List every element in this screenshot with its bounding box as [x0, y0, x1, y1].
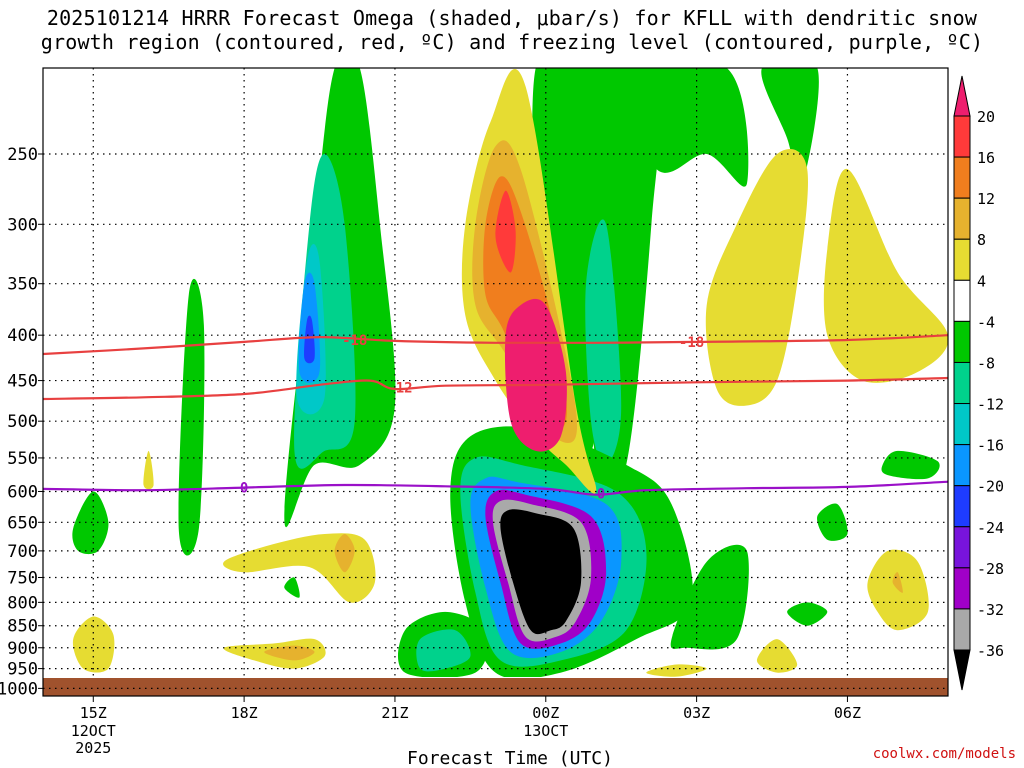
y-tick-label-250: 250: [7, 145, 38, 165]
colorbar-label-5: -4: [977, 313, 995, 331]
contour-label-4: 0: [597, 486, 605, 502]
x-tick-label-03Z: 03Z: [683, 704, 710, 722]
colorbar-box-11: [953, 567, 971, 610]
colorbar-label-0: 20: [977, 108, 995, 126]
y-tick-label-700: 700: [7, 542, 38, 562]
omega-region-12: [416, 629, 471, 672]
colorbar-box-6: [953, 361, 971, 405]
colorbar-label-3: 8: [977, 231, 986, 249]
omega-shading: [72, 68, 948, 677]
omega-region-27: [334, 534, 355, 573]
x-tick-sublabel-00Z-0: 13OCT: [523, 722, 568, 740]
y-tick-label-1000: 1000: [0, 679, 38, 699]
omega-region-5: [178, 278, 205, 556]
colorbar-box-7: [953, 403, 971, 446]
omega-region-18: [500, 509, 582, 635]
colorbar-label-4: 4: [977, 272, 986, 290]
omega-region-24: [705, 149, 808, 406]
colorbar-box-10: [953, 526, 971, 569]
omega-region-38: [881, 450, 940, 480]
colorbar-label-9: -20: [977, 478, 1004, 496]
omega-region-4: [304, 315, 315, 364]
attribution: coolwx.com/models: [872, 746, 1016, 762]
contour-label-3: 0: [240, 481, 248, 497]
colorbar-box-1: [953, 156, 971, 199]
y-tick-label-800: 800: [7, 593, 38, 613]
y-tick-label-300: 300: [7, 215, 38, 235]
grid-lines: [43, 68, 948, 689]
omega-region-41: [143, 450, 154, 490]
omega-region-25: [823, 169, 948, 383]
omega-region-36: [787, 602, 828, 626]
y-tick-label-350: 350: [7, 275, 38, 295]
chart-title: 2025101214 HRRR Forecast Omega (shaded, …: [0, 6, 1024, 54]
contour-label-2: -12: [387, 380, 412, 396]
ground-bar: [43, 678, 948, 696]
x-tick-label-00Z: 00Z: [532, 704, 559, 722]
colorbar-label-12: -32: [977, 601, 1004, 619]
x-tick-label-21Z: 21Z: [381, 704, 408, 722]
omega-region-10: [761, 68, 819, 186]
y-axis: 2503003504004505005506006507007508008509…: [0, 145, 43, 699]
colorbar-box-2: [953, 197, 971, 240]
contour-labels: -18 -18 -12 0 0: [240, 333, 704, 502]
x-tick-label-15Z: 15Z: [80, 704, 107, 722]
contour-0-2: [43, 480, 948, 496]
contour-label-1: -18: [679, 335, 704, 351]
x-tick-sublabel-15Z-1: 2025: [75, 739, 111, 757]
colorbar-box-3: [953, 238, 971, 281]
x-tick-label-06Z: 06Z: [834, 704, 861, 722]
colorbar-label-10: -24: [977, 519, 1004, 537]
y-tick-label-650: 650: [7, 513, 38, 533]
omega-region-37: [817, 503, 848, 541]
y-tick-label-900: 900: [7, 639, 38, 659]
colorbar-top-arrow: [953, 75, 971, 117]
omega-region-9: [609, 68, 749, 187]
x-axis-label: Forecast Time (UTC): [407, 748, 613, 768]
colorbar-label-6: -8: [977, 354, 995, 372]
colorbar-box-8: [953, 444, 971, 487]
contour--18-0: [43, 334, 948, 356]
colorbar-label-8: -16: [977, 437, 1004, 455]
colorbar-box-0: [953, 115, 971, 158]
omega-region-40: [284, 577, 300, 598]
plot-frame: [42, 67, 949, 697]
colorbar-label-11: -28: [977, 560, 1004, 578]
colorbar-label-13: -36: [977, 642, 1004, 660]
colorbar-box-9: [953, 485, 971, 528]
colorbar-box-12: [953, 608, 971, 651]
x-tick-label-18Z: 18Z: [231, 704, 258, 722]
colorbar-label-2: 12: [977, 190, 995, 208]
title-line-2: growth region (contoured, red, ºC) and f…: [40, 30, 984, 54]
colorbar-label-7: -12: [977, 396, 1004, 414]
contour-label-0: -18: [342, 333, 367, 349]
omega-region-35: [670, 544, 749, 650]
contour--12-1: [43, 376, 948, 401]
colorbar: 20 16 12 8 4 -4 -8 -12 -16 -20 -24 -28 -32 -36: [953, 75, 1004, 691]
omega-region-22: [504, 298, 567, 452]
y-tick-label-750: 750: [7, 568, 38, 588]
colorbar-box-4: [953, 279, 971, 322]
y-tick-label-450: 450: [7, 372, 38, 392]
omega-region-32: [867, 549, 929, 631]
omega-region-34: [756, 639, 798, 673]
colorbar-bottom-arrow: [953, 649, 971, 691]
title-line-1: 2025101214 HRRR Forecast Omega (shaded, …: [46, 6, 978, 30]
y-tick-label-550: 550: [7, 449, 38, 469]
omega-region-31: [72, 491, 109, 555]
y-tick-label-400: 400: [7, 326, 38, 346]
y-tick-label-600: 600: [7, 482, 38, 502]
y-tick-label-500: 500: [7, 412, 38, 432]
y-tick-label-850: 850: [7, 617, 38, 637]
temperature-contours: [43, 334, 948, 496]
colorbar-label-1: 16: [977, 149, 995, 167]
x-tick-sublabel-15Z-0: 12OCT: [71, 722, 116, 740]
colorbar-box-5: [953, 320, 971, 363]
y-tick-label-950: 950: [7, 660, 38, 680]
omega-region-29: [264, 645, 315, 661]
omega-region-39: [646, 664, 707, 677]
omega-region-23: [495, 190, 516, 273]
